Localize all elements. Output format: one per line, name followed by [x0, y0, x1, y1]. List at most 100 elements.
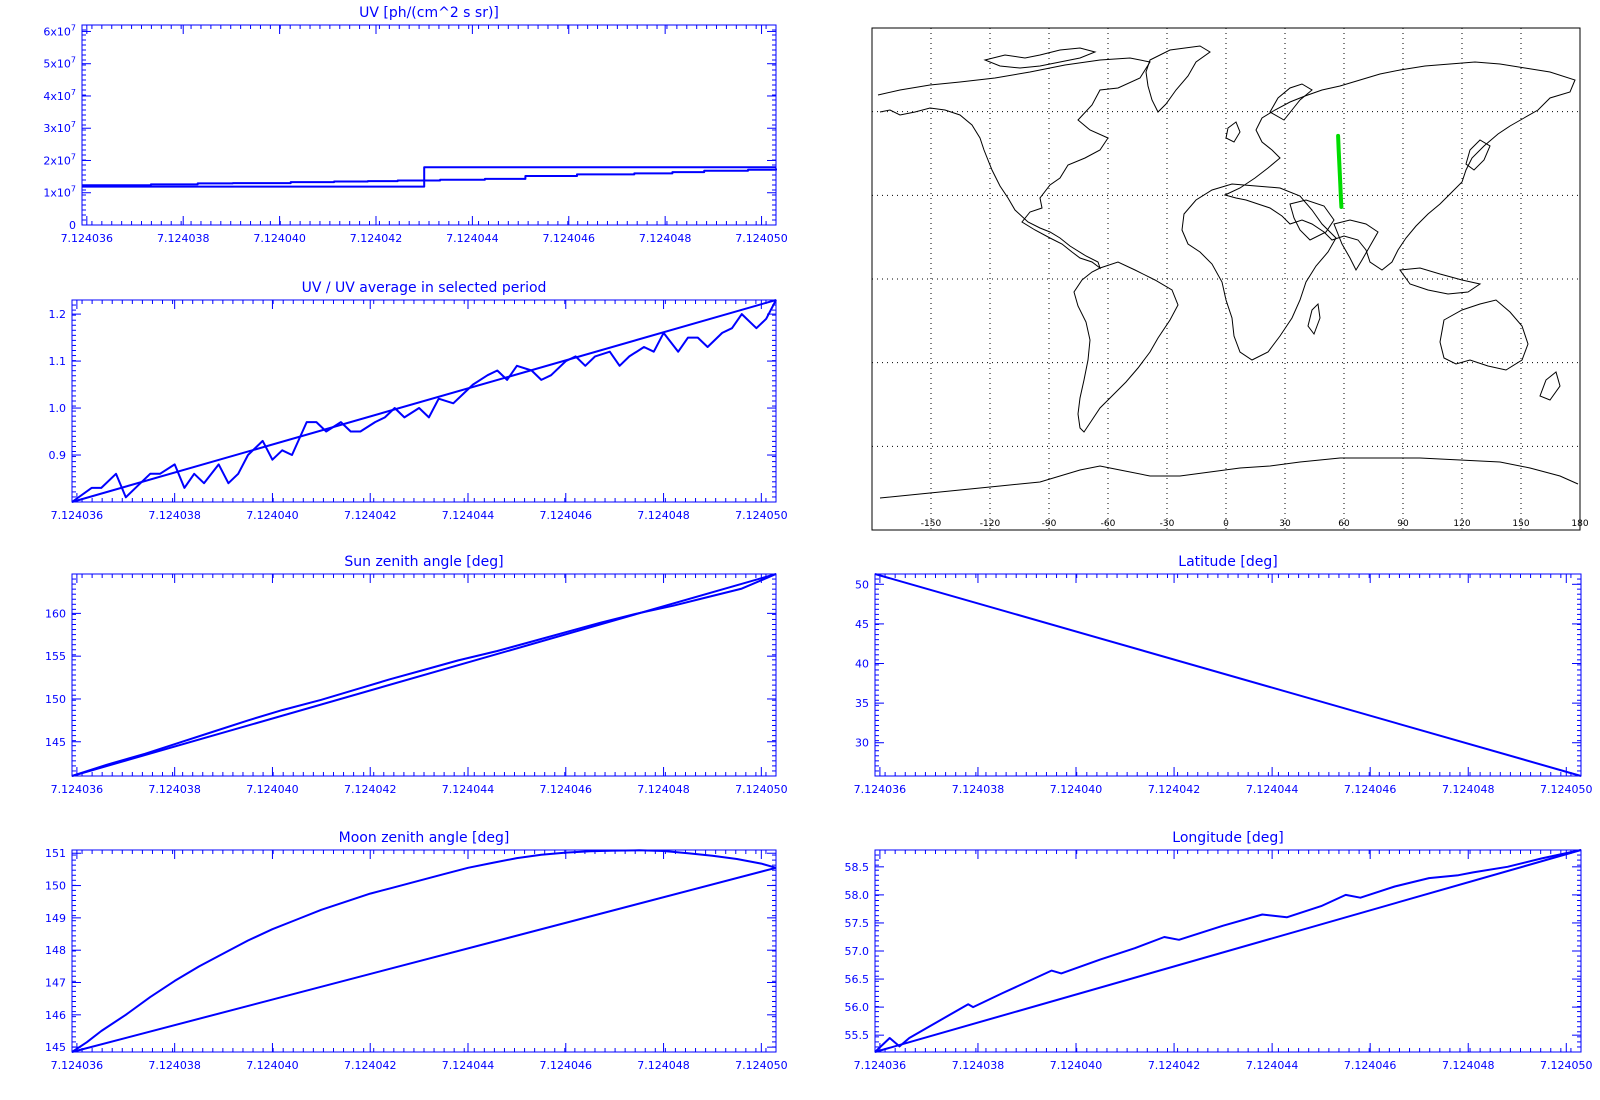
uv-x-tick-label: 7.124038 [157, 232, 210, 245]
sun-zenith-y-tick-label: 145 [45, 736, 66, 749]
longitude-panel: Longitude [deg] 7.124036 7.124038 7.124040… [845, 830, 1593, 1072]
arabia-coast [1289, 199, 1335, 241]
latitude-panel: Latitude [deg] 7.124036 7.124038 7.124040 7… [854, 554, 1593, 796]
uv-ratio-x-tick-label: 7.124044 [442, 509, 495, 522]
uv-y-tick-label-base: 2x10 [43, 154, 71, 167]
map-lon-label: 180 [1571, 519, 1588, 529]
uv-ratio-x-tick-label: 7.124042 [344, 509, 397, 522]
australia-coast [1439, 299, 1529, 371]
uv-plot-frame [81, 24, 777, 226]
uv-ratio-series-1 [71, 299, 777, 503]
north-america-coast [877, 57, 1151, 270]
uv-y-tick-label: 0 [69, 219, 76, 232]
sun-zenith-x-tick-label: 7.124042 [344, 783, 397, 796]
longitude-title: Longitude [deg] [1172, 830, 1283, 846]
latitude-x-tick-label: 7.124036 [854, 783, 907, 796]
india-coast [1333, 219, 1379, 272]
longitude-y-tick-label: 58.0 [845, 889, 870, 902]
sun-zenith-x-tick-label: 7.124040 [246, 783, 299, 796]
uv-y-tick-label: 5x107 [43, 56, 76, 71]
arctic-islands-coast [983, 47, 1097, 69]
uv-ratio-y-tick-label: 1.2 [49, 308, 67, 321]
map-lon-label: -90 [1042, 519, 1057, 529]
longitude-x-tick-label: 7.124044 [1246, 1059, 1299, 1072]
longitude-x-tick-label: 7.124038 [952, 1059, 1005, 1072]
moon-zenith-panel: Moon zenith angle [deg] 7.124036 7.124038… [45, 830, 788, 1072]
longitude-y-tick-label: 55.5 [845, 1029, 870, 1042]
moon-zenith-x-tick-label: 7.124040 [246, 1059, 299, 1072]
uv-y-tick-label-base: 1x10 [43, 187, 71, 200]
uv-series-1 [82, 168, 777, 187]
uv-y-tick-label-base: 4x10 [43, 90, 71, 103]
uv-y-tick-label: 3x107 [43, 120, 76, 135]
map-lon-label: 0 [1223, 519, 1229, 529]
uv-y-tick-label-base: 3x10 [43, 122, 71, 135]
moon-zenith-y-tick-label: 148 [45, 944, 66, 957]
moon-zenith-y-tick-label: 147 [45, 977, 66, 990]
moon-zenith-x-tick-label: 7.124048 [637, 1059, 690, 1072]
uv-y-tick-label-base: 6x10 [43, 25, 71, 38]
map-lon-label: 120 [1453, 519, 1470, 529]
longitude-x-tick-label: 7.124050 [1540, 1059, 1593, 1072]
sun-zenith-x-tick-label: 7.124046 [540, 783, 593, 796]
madagascar-coast [1307, 302, 1321, 336]
longitude-x-tick-label: 7.124040 [1050, 1059, 1103, 1072]
sun-zenith-title: Sun zenith angle [deg] [344, 554, 503, 570]
satellite-track [1336, 133, 1344, 209]
moon-zenith-x-tick-label: 7.124050 [735, 1059, 788, 1072]
latitude-y-tick-label: 30 [855, 737, 869, 750]
moon-zenith-x-tick-label: 7.124042 [344, 1059, 397, 1072]
latitude-x-tick-label: 7.124042 [1148, 783, 1201, 796]
map-lon-label: 150 [1512, 519, 1529, 529]
sun-zenith-panel: Sun zenith angle [deg] 7.124036 7.124038 7… [45, 554, 788, 796]
uv-x-tick-label: 7.124042 [350, 232, 403, 245]
longitude-y-tick-label: 57.0 [845, 945, 870, 958]
world-map: -150 -120 -90 -60 -30 0 30 60 90 120 150 180 [871, 27, 1589, 531]
uv-x-tick-label: 7.124040 [253, 232, 306, 245]
map-lon-label: 90 [1397, 519, 1409, 529]
antarctica-coast [879, 457, 1579, 499]
coastlines [877, 45, 1579, 499]
latitude-x-tick-label: 7.124050 [1540, 783, 1593, 796]
latitude-x-tick-label: 7.124038 [952, 783, 1005, 796]
sun-zenith-x-tick-label: 7.124036 [51, 783, 104, 796]
uv-x-tick-label: 7.124046 [543, 232, 596, 245]
uv-y-tick-label-exponent: 7 [71, 152, 76, 161]
uv-title: UV [ph/(cm^2 s sr)] [359, 5, 499, 21]
moon-zenith-x-tick-label: 7.124044 [442, 1059, 495, 1072]
latitude-x-tick-label: 7.124046 [1344, 783, 1397, 796]
uv-ratio-panel: UV / UV average in selected period 7.124… [49, 280, 788, 522]
uv-y-tick-label-base: 5x10 [43, 58, 71, 71]
uv-ratio-x-tick-label: 7.124048 [637, 509, 690, 522]
map-lon-label: 30 [1279, 519, 1291, 529]
longitude-y-tick-label: 57.5 [845, 917, 870, 930]
moon-zenith-title: Moon zenith angle [deg] [339, 830, 510, 846]
eurasia-coast [1223, 61, 1576, 271]
moon-zenith-y-tick-label: 151 [45, 847, 66, 860]
map-lon-label: -120 [980, 519, 1001, 529]
sun-zenith-y-tick-label: 160 [45, 607, 66, 620]
moon-zenith-x-tick-label: 7.124046 [540, 1059, 593, 1072]
uv-ratio-y-tick-label: 1.1 [49, 355, 67, 368]
latitude-y-tick-label: 35 [855, 697, 869, 710]
longitude-x-tick-label: 7.124048 [1442, 1059, 1495, 1072]
uv-panel: UV [ph/(cm^2 s sr)] 7.124036 7.124038 7.12… [43, 5, 787, 245]
uv-y-tick-label: 1x107 [43, 185, 76, 200]
moon-zenith-series-1 [71, 849, 777, 1053]
sun-zenith-x-tick-label: 7.124050 [735, 783, 788, 796]
greenland-coast [1145, 45, 1211, 113]
latitude-y-tick-label: 45 [855, 618, 869, 631]
uv-ratio-x-tick-label: 7.124038 [148, 509, 201, 522]
uv-x-tick-label: 7.124048 [639, 232, 692, 245]
sun-zenith-series-1 [71, 573, 777, 777]
sun-zenith-series-0 [71, 573, 777, 777]
map-longitude-labels: -150 -120 -90 -60 -30 0 30 60 90 120 150 180 [921, 519, 1589, 529]
uv-ratio-y-tick-label: 0.9 [49, 449, 67, 462]
longitude-series-0 [874, 849, 1582, 1053]
scandinavia-coast [1269, 83, 1313, 121]
latitude-x-tick-label: 7.124040 [1050, 783, 1103, 796]
moon-zenith-y-tick-label: 150 [45, 880, 66, 893]
uv-ratio-x-tick-label: 7.124050 [735, 509, 788, 522]
moon-zenith-x-tick-label: 7.124036 [51, 1059, 104, 1072]
